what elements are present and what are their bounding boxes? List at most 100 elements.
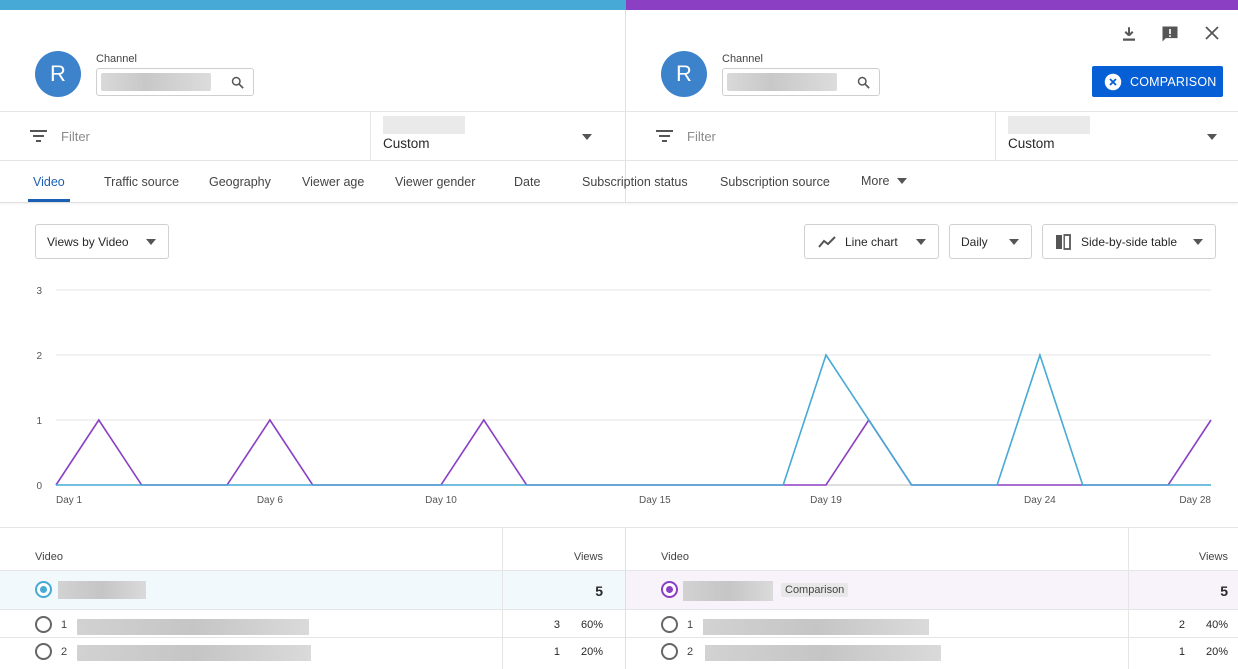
chevron-down-icon [146, 239, 156, 245]
row-percent: 20% [1205, 646, 1228, 658]
right-filter-bar[interactable]: Filter [656, 112, 986, 160]
y-tick-label: 1 [36, 416, 42, 427]
feedback-icon[interactable] [1160, 24, 1180, 44]
close-comparison-button[interactable]: COMPARISON [1092, 66, 1223, 97]
search-icon[interactable] [230, 75, 245, 90]
comparison-color-bar [0, 0, 1238, 10]
row-percent: 60% [580, 619, 603, 631]
left-channel-name-redacted [101, 73, 211, 91]
x-tick-label: Day 15 [639, 495, 671, 506]
video-title-redacted [77, 619, 309, 635]
row-radio[interactable] [35, 643, 52, 660]
channel-name-redacted [683, 581, 773, 601]
chevron-down-icon [1009, 239, 1019, 245]
right-total-views: 5 [1220, 583, 1228, 599]
right-channel-label: Channel [722, 53, 763, 65]
x-tick-label: Day 10 [425, 495, 457, 506]
comparison-series-line [55, 418, 1212, 486]
right-filter-placeholder: Filter [687, 128, 716, 144]
tab-subscription-source[interactable]: Subscription source [720, 175, 830, 189]
line-chart-icon [818, 235, 836, 248]
right-col-views-header[interactable]: Views [1198, 551, 1228, 563]
tab-more[interactable]: More [861, 174, 908, 188]
divider [1128, 570, 1129, 610]
total-radio[interactable] [35, 581, 52, 598]
right-period-range-redacted [1008, 116, 1090, 134]
metric-select[interactable]: Views by Video [35, 224, 169, 259]
row-radio[interactable] [661, 616, 678, 633]
search-icon[interactable] [856, 75, 871, 90]
table-mode-value: Side-by-side table [1081, 234, 1178, 249]
left-period-range-redacted [383, 116, 465, 134]
primary-series-line [56, 352, 1211, 486]
interval-select[interactable]: Daily [949, 224, 1032, 259]
row-rank: 2 [61, 646, 68, 658]
total-radio[interactable] [661, 581, 678, 598]
divider [370, 112, 371, 160]
tab-traffic-source[interactable]: Traffic source [104, 175, 180, 189]
chevron-down-icon [582, 134, 592, 140]
left-filter-placeholder: Filter [61, 128, 90, 144]
right-avatar[interactable]: R [661, 51, 707, 97]
close-icon[interactable] [1204, 25, 1220, 41]
right-channel-name-redacted [727, 73, 837, 91]
left-col-video-header[interactable]: Video [35, 551, 63, 563]
table-divider [625, 527, 626, 669]
row-views: 1 [1178, 646, 1185, 658]
right-period-value: Custom [1008, 136, 1055, 151]
right-col-video-header[interactable]: Video [661, 551, 689, 563]
chevron-down-icon [916, 239, 926, 245]
tab-viewer-gender[interactable]: Viewer gender [395, 175, 476, 189]
right-channel-input[interactable] [722, 68, 880, 96]
divider [0, 527, 1238, 528]
header-divider [625, 10, 626, 203]
video-title-redacted [703, 619, 929, 635]
video-title-redacted [77, 645, 311, 661]
right-color-bar [626, 0, 1238, 10]
right-period-select[interactable]: Custom [996, 112, 1238, 160]
x-tick-label: Day 6 [257, 495, 284, 506]
row-rank: 1 [61, 619, 68, 631]
row-radio[interactable] [35, 616, 52, 633]
y-tick-label: 3 [36, 286, 42, 297]
active-tab-indicator [28, 199, 70, 202]
download-icon[interactable] [1120, 25, 1138, 43]
chart-type-select[interactable]: Line chart [804, 224, 939, 259]
table-mode-select[interactable]: Side-by-side table [1042, 224, 1216, 259]
left-filter-bar[interactable]: Filter [30, 112, 360, 160]
video-title-redacted [705, 645, 941, 661]
left-period-select[interactable]: Custom [371, 112, 625, 160]
chevron-down-icon [897, 178, 908, 184]
tab-subscription-status[interactable]: Subscription status [582, 175, 688, 189]
row-percent: 40% [1205, 619, 1228, 631]
x-tick-label: Day 1 [56, 495, 83, 506]
filter-icon [30, 130, 47, 142]
left-avatar[interactable]: R [35, 51, 81, 97]
divider [995, 112, 996, 160]
interval-value: Daily [961, 234, 988, 249]
left-color-bar [0, 0, 626, 10]
filter-icon [656, 130, 673, 142]
cancel-circle-icon [1104, 73, 1122, 90]
y-tick-label: 2 [36, 351, 42, 362]
left-col-views-header[interactable]: Views [573, 551, 603, 563]
x-tick-label: Day 24 [1024, 495, 1056, 506]
row-radio[interactable] [661, 643, 678, 660]
chevron-down-icon [1207, 134, 1217, 140]
tab-viewer-age[interactable]: Viewer age [302, 175, 365, 189]
tab-geography[interactable]: Geography [209, 175, 271, 189]
row-views: 1 [553, 646, 560, 658]
left-channel-label: Channel [96, 53, 137, 65]
left-channel-input[interactable] [96, 68, 254, 96]
chart-type-value: Line chart [845, 234, 898, 249]
left-period-value: Custom [383, 136, 430, 151]
x-tick-label: Day 28 [1179, 495, 1211, 506]
divider [0, 637, 625, 638]
divider [502, 570, 503, 610]
row-views: 3 [553, 619, 560, 631]
divider [626, 637, 1238, 638]
tab-date[interactable]: Date [514, 175, 541, 189]
chevron-down-icon [1193, 239, 1203, 245]
tab-video[interactable]: Video [33, 175, 65, 189]
row-rank: 1 [687, 619, 694, 631]
